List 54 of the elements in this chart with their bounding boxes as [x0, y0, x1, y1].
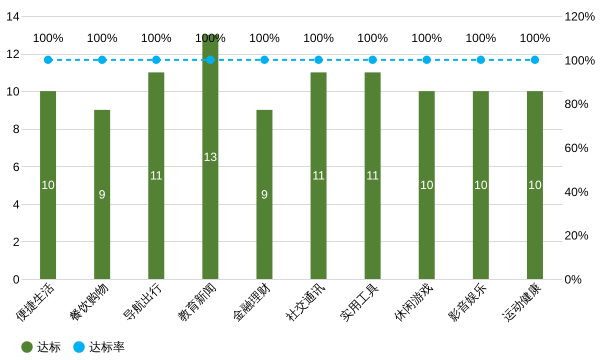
bar [94, 110, 110, 279]
bar [526, 91, 543, 279]
y-tick-label: 6 [12, 160, 20, 174]
y2-tick-label: 100% [564, 53, 596, 68]
data-label: 11 [312, 168, 326, 183]
data-label: 10 [420, 178, 434, 192]
data-label: 11 [150, 168, 163, 183]
x-tick-label: 运动健康 [500, 280, 544, 324]
x-tick-label: 金融理财 [229, 280, 273, 324]
x-tick-label: 实用工具 [337, 280, 382, 324]
legend-label: 达标 [37, 340, 61, 354]
data-label: 100% [32, 30, 64, 45]
data-label: 10 [474, 178, 488, 192]
data-label: 100% [140, 30, 172, 45]
data-label: 9 [98, 187, 106, 202]
bar [40, 91, 56, 279]
y2-tick-label: 120% [564, 10, 596, 24]
bar [364, 72, 381, 279]
data-label: 10 [41, 178, 56, 192]
x-tick-label: 影音娱乐 [445, 280, 490, 324]
x-tick-label: 导航出行 [120, 280, 165, 324]
y-tick-label: 4 [12, 197, 20, 212]
x-tick-label: 教育新闻 [174, 280, 219, 324]
y2-tick-label: 0% [564, 272, 582, 286]
bar [256, 110, 272, 279]
y2-tick-label: 60% [564, 141, 589, 155]
legend-label: 达标率 [89, 340, 125, 354]
data-label: 100% [249, 30, 280, 45]
y2-tick-label: 20% [564, 228, 589, 243]
y-tick-label: 8 [12, 122, 20, 136]
x-tick-label: 休闲游戏 [391, 280, 436, 324]
data-label: 100% [411, 30, 442, 45]
x-tick-label: 餐饮购物 [66, 280, 111, 324]
y-tick-label: 14 [6, 10, 20, 24]
y-tick-label: 12 [6, 47, 20, 62]
x-tick-label: 社交通讯 [283, 280, 328, 324]
data-label: 9 [261, 187, 268, 202]
y2-tick-label: 80% [564, 97, 589, 112]
data-label: 100% [86, 30, 118, 45]
data-label: 13 [204, 150, 218, 164]
y-tick-label: 10 [6, 84, 20, 99]
data-label: 11 [366, 168, 380, 183]
bar [310, 72, 327, 279]
bar [472, 91, 489, 279]
bar [418, 91, 435, 279]
data-label: 100% [466, 30, 497, 45]
y-tick-label: 2 [12, 234, 20, 249]
data-label: 100% [357, 30, 388, 45]
data-label: 100% [520, 30, 551, 45]
data-label: 100% [303, 30, 334, 45]
bar [148, 72, 164, 279]
y2-tick-label: 40% [564, 184, 589, 199]
data-label: 10 [528, 178, 542, 192]
y-tick-label: 0 [12, 272, 20, 286]
